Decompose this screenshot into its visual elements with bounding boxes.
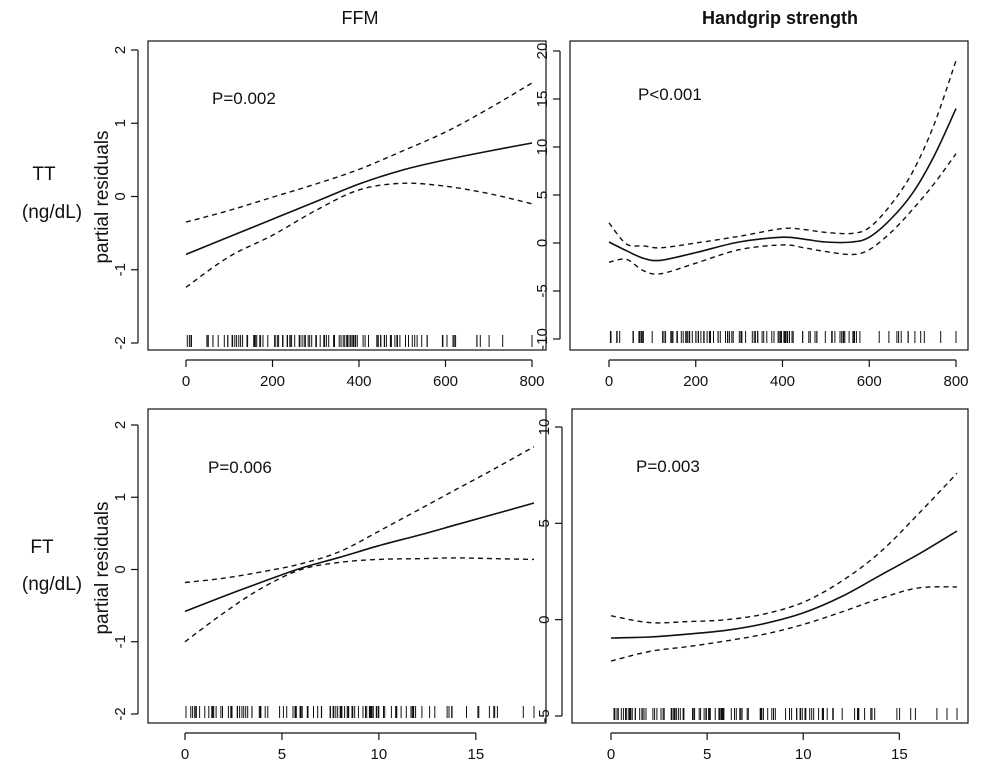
y-tick-label: 1 [112, 493, 129, 501]
y-tick-label: 2 [112, 421, 129, 429]
row-label-ft: FT [30, 537, 54, 558]
y-tick-label: 0 [534, 239, 551, 247]
x-tick-label: 15 [891, 746, 908, 763]
p-value-label: P=0.003 [636, 457, 700, 476]
plot-frame [147, 408, 547, 724]
x-tick-label: 600 [433, 373, 458, 390]
y-tick-label: -5 [536, 709, 553, 722]
x-tick-label: 10 [795, 746, 812, 763]
x-tick-label: 0 [181, 746, 189, 763]
y-tick-label: 5 [536, 519, 553, 527]
y-tick-label: 1 [112, 119, 129, 127]
y-tick-label: -10 [534, 328, 551, 350]
lower-ci-curve [184, 557, 535, 643]
panel-2: 0 5 10 15 -2 -1 0 1 2 P=0.006 [112, 408, 547, 763]
upper-ci-curve [185, 82, 533, 223]
x-tick-label: 0 [605, 373, 613, 390]
y-tick-label: 5 [534, 191, 551, 199]
plot-frame [569, 40, 969, 351]
y-tick-label: 2 [112, 46, 129, 54]
y-tick-label: -5 [534, 284, 551, 297]
lower-ci-curve [608, 153, 957, 275]
y-tick-label: -1 [112, 635, 129, 648]
fitted-curve [610, 530, 958, 639]
panel-0: 0 200 400 600 800 -2 -1 0 1 2 P=0.002 [112, 40, 547, 390]
y-tick-label: 20 [534, 43, 551, 60]
x-tick-label: 10 [371, 746, 388, 763]
column-title-handgrip: Handgrip strength [702, 8, 858, 28]
x-tick-label: 800 [943, 373, 968, 390]
column-title-ffm: FFM [342, 8, 379, 28]
x-tick-label: 600 [857, 373, 882, 390]
x-tick-label: 0 [182, 373, 190, 390]
x-tick-label: 200 [260, 373, 285, 390]
y-tick-label: 0 [536, 615, 553, 623]
p-value-label: P=0.002 [212, 89, 276, 108]
plot-frame [147, 40, 547, 351]
lower-ci-curve [610, 586, 958, 662]
y-tick-label: 0 [112, 565, 129, 573]
row-label-ft-unit: (ng/dL) [22, 574, 82, 595]
upper-ci-curve [608, 60, 957, 249]
y-tick-label: -1 [112, 263, 129, 276]
x-tick-label: 800 [519, 373, 544, 390]
upper-ci-curve [610, 472, 958, 624]
y-axis-label-top: partial residuals [92, 130, 113, 263]
p-value-label: P<0.001 [638, 85, 702, 104]
panel-1: 0 200 400 600 800 -10 -5 0 5 10 15 20 P<0.001 [534, 40, 969, 390]
panel-3: 0 5 10 15 -5 0 5 10 P=0.003 [536, 408, 969, 763]
row-label-tt-unit: (ng/dL) [22, 202, 82, 223]
x-tick-label: 5 [703, 746, 711, 763]
y-tick-label: -2 [112, 336, 129, 349]
x-tick-label: 400 [770, 373, 795, 390]
fitted-curve [184, 502, 535, 613]
row-label-tt: TT [32, 164, 56, 185]
p-value-label: P=0.006 [208, 458, 272, 477]
plot-frame [571, 408, 969, 724]
x-tick-label: 5 [278, 746, 286, 763]
y-tick-label: 10 [536, 419, 553, 436]
y-tick-label: 0 [112, 192, 129, 200]
lower-ci-curve [185, 182, 533, 288]
x-tick-label: 200 [683, 373, 708, 390]
y-tick-label: -2 [112, 707, 129, 720]
y-tick-label: 10 [534, 139, 551, 156]
upper-ci-curve [184, 446, 535, 584]
fitted-curve [185, 142, 533, 256]
x-tick-label: 400 [346, 373, 371, 390]
x-tick-label: 15 [467, 746, 484, 763]
y-tick-label: 15 [534, 91, 551, 108]
y-axis-label-bottom: partial residuals [92, 501, 113, 634]
x-tick-label: 0 [607, 746, 615, 763]
fitted-curve [608, 108, 957, 262]
